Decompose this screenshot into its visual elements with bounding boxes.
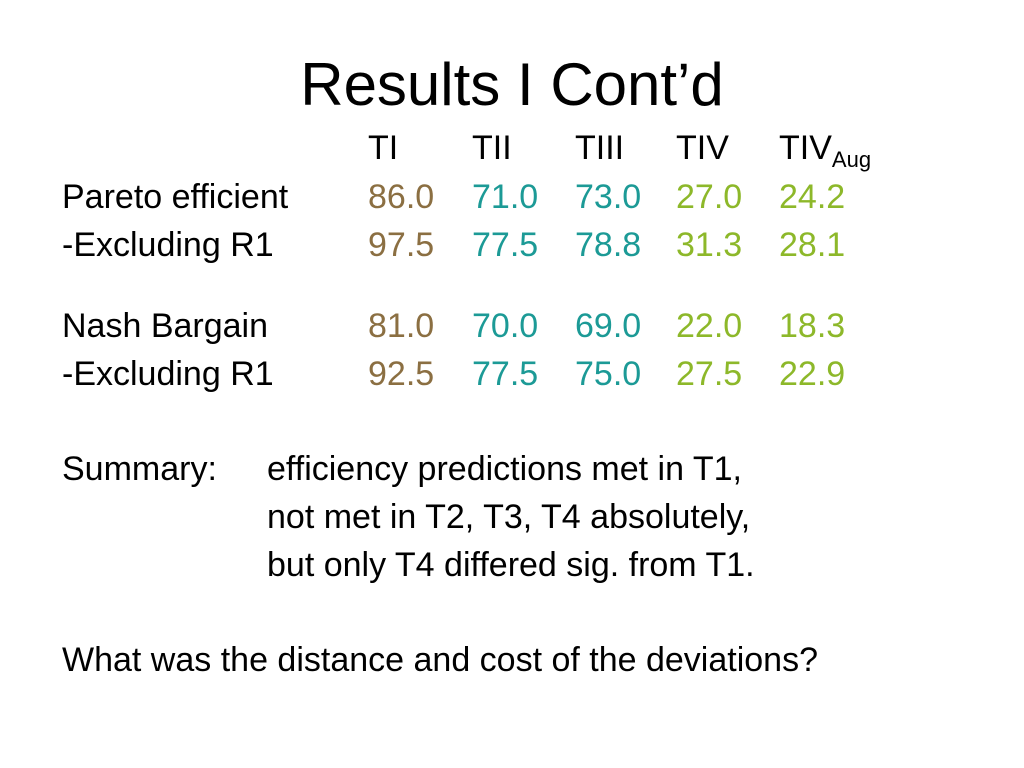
value-cell: 22.0 <box>676 307 743 345</box>
row-label-pareto-excl: -Excluding R1 <box>62 226 274 264</box>
question-text: What was the distance and cost of the de… <box>62 641 819 679</box>
header-t4aug: TIVAug <box>779 128 871 172</box>
header-t2: TII <box>472 129 512 167</box>
header-t4aug-main: TIV <box>779 129 832 167</box>
summary-label: Summary: <box>62 450 217 488</box>
summary-line: efficiency predictions met in T1, <box>267 450 742 488</box>
value-cell: 70.0 <box>472 307 539 345</box>
value-cell: 22.9 <box>779 355 846 393</box>
value-cell: 69.0 <box>575 307 642 345</box>
value-cell: 77.5 <box>472 226 539 264</box>
row-label-pareto: Pareto efficient <box>62 178 289 216</box>
header-t4: TIV <box>676 129 729 167</box>
value-cell: 86.0 <box>368 178 435 216</box>
value-cell: 73.0 <box>575 178 642 216</box>
summary-line: not met in T2, T3, T4 absolutely, <box>267 498 751 536</box>
row-label-nash: Nash Bargain <box>62 307 269 345</box>
value-cell: 71.0 <box>472 178 539 216</box>
value-cell: 92.5 <box>368 355 435 393</box>
value-cell: 27.5 <box>676 355 743 393</box>
summary-line: but only T4 differed sig. from T1. <box>267 546 755 584</box>
value-cell: 78.8 <box>575 226 642 264</box>
value-cell: 97.5 <box>368 226 435 264</box>
value-cell: 77.5 <box>472 355 539 393</box>
header-t4aug-sub: Aug <box>831 147 872 172</box>
slide-title: Results I Cont’d <box>300 51 724 118</box>
row-label-nash-excl: -Excluding R1 <box>62 355 274 393</box>
value-cell: 75.0 <box>575 355 642 393</box>
header-t3: TIII <box>575 129 625 167</box>
header-t1: TI <box>368 129 399 167</box>
value-cell: 28.1 <box>779 226 846 264</box>
value-cell: 31.3 <box>676 226 743 264</box>
value-cell: 27.0 <box>676 178 743 216</box>
value-cell: 18.3 <box>779 307 846 345</box>
value-cell: 24.2 <box>779 178 846 216</box>
value-cell: 81.0 <box>368 307 435 345</box>
